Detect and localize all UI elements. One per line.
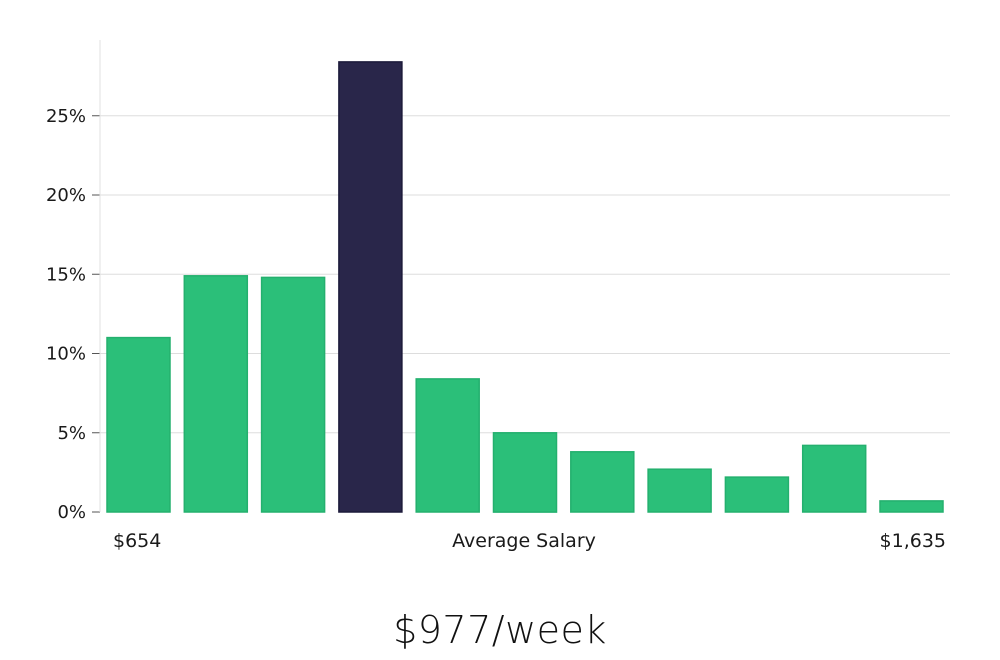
bar	[106, 336, 171, 513]
x-min-label: $654	[113, 530, 161, 552]
bar	[260, 276, 326, 513]
y-tick-label: 0%	[57, 502, 86, 523]
bar	[415, 378, 480, 513]
y-tick-label: 5%	[57, 423, 86, 444]
bar	[183, 275, 249, 513]
bar	[570, 451, 635, 513]
bar	[492, 432, 558, 513]
y-tick-label: 15%	[46, 264, 86, 285]
bars	[106, 61, 944, 513]
bar	[724, 476, 790, 513]
bar	[879, 500, 944, 513]
y-axis-ticks: 0% 5% 10% 15% 20% 25%	[46, 106, 100, 523]
y-tick-label: 20%	[46, 185, 86, 206]
y-tick-label: 25%	[46, 106, 86, 127]
x-axis-title: Average Salary	[452, 530, 596, 552]
bar	[647, 468, 712, 513]
bar-highlighted	[338, 61, 403, 513]
average-salary-value: $977/week	[393, 608, 607, 652]
x-max-label: $1,635	[880, 530, 946, 552]
y-tick-label: 10%	[46, 344, 86, 365]
salary-histogram: 0% 5% 10% 15% 20% 25% $654 Average Salary $1,…	[46, 40, 950, 552]
bar	[801, 444, 867, 513]
